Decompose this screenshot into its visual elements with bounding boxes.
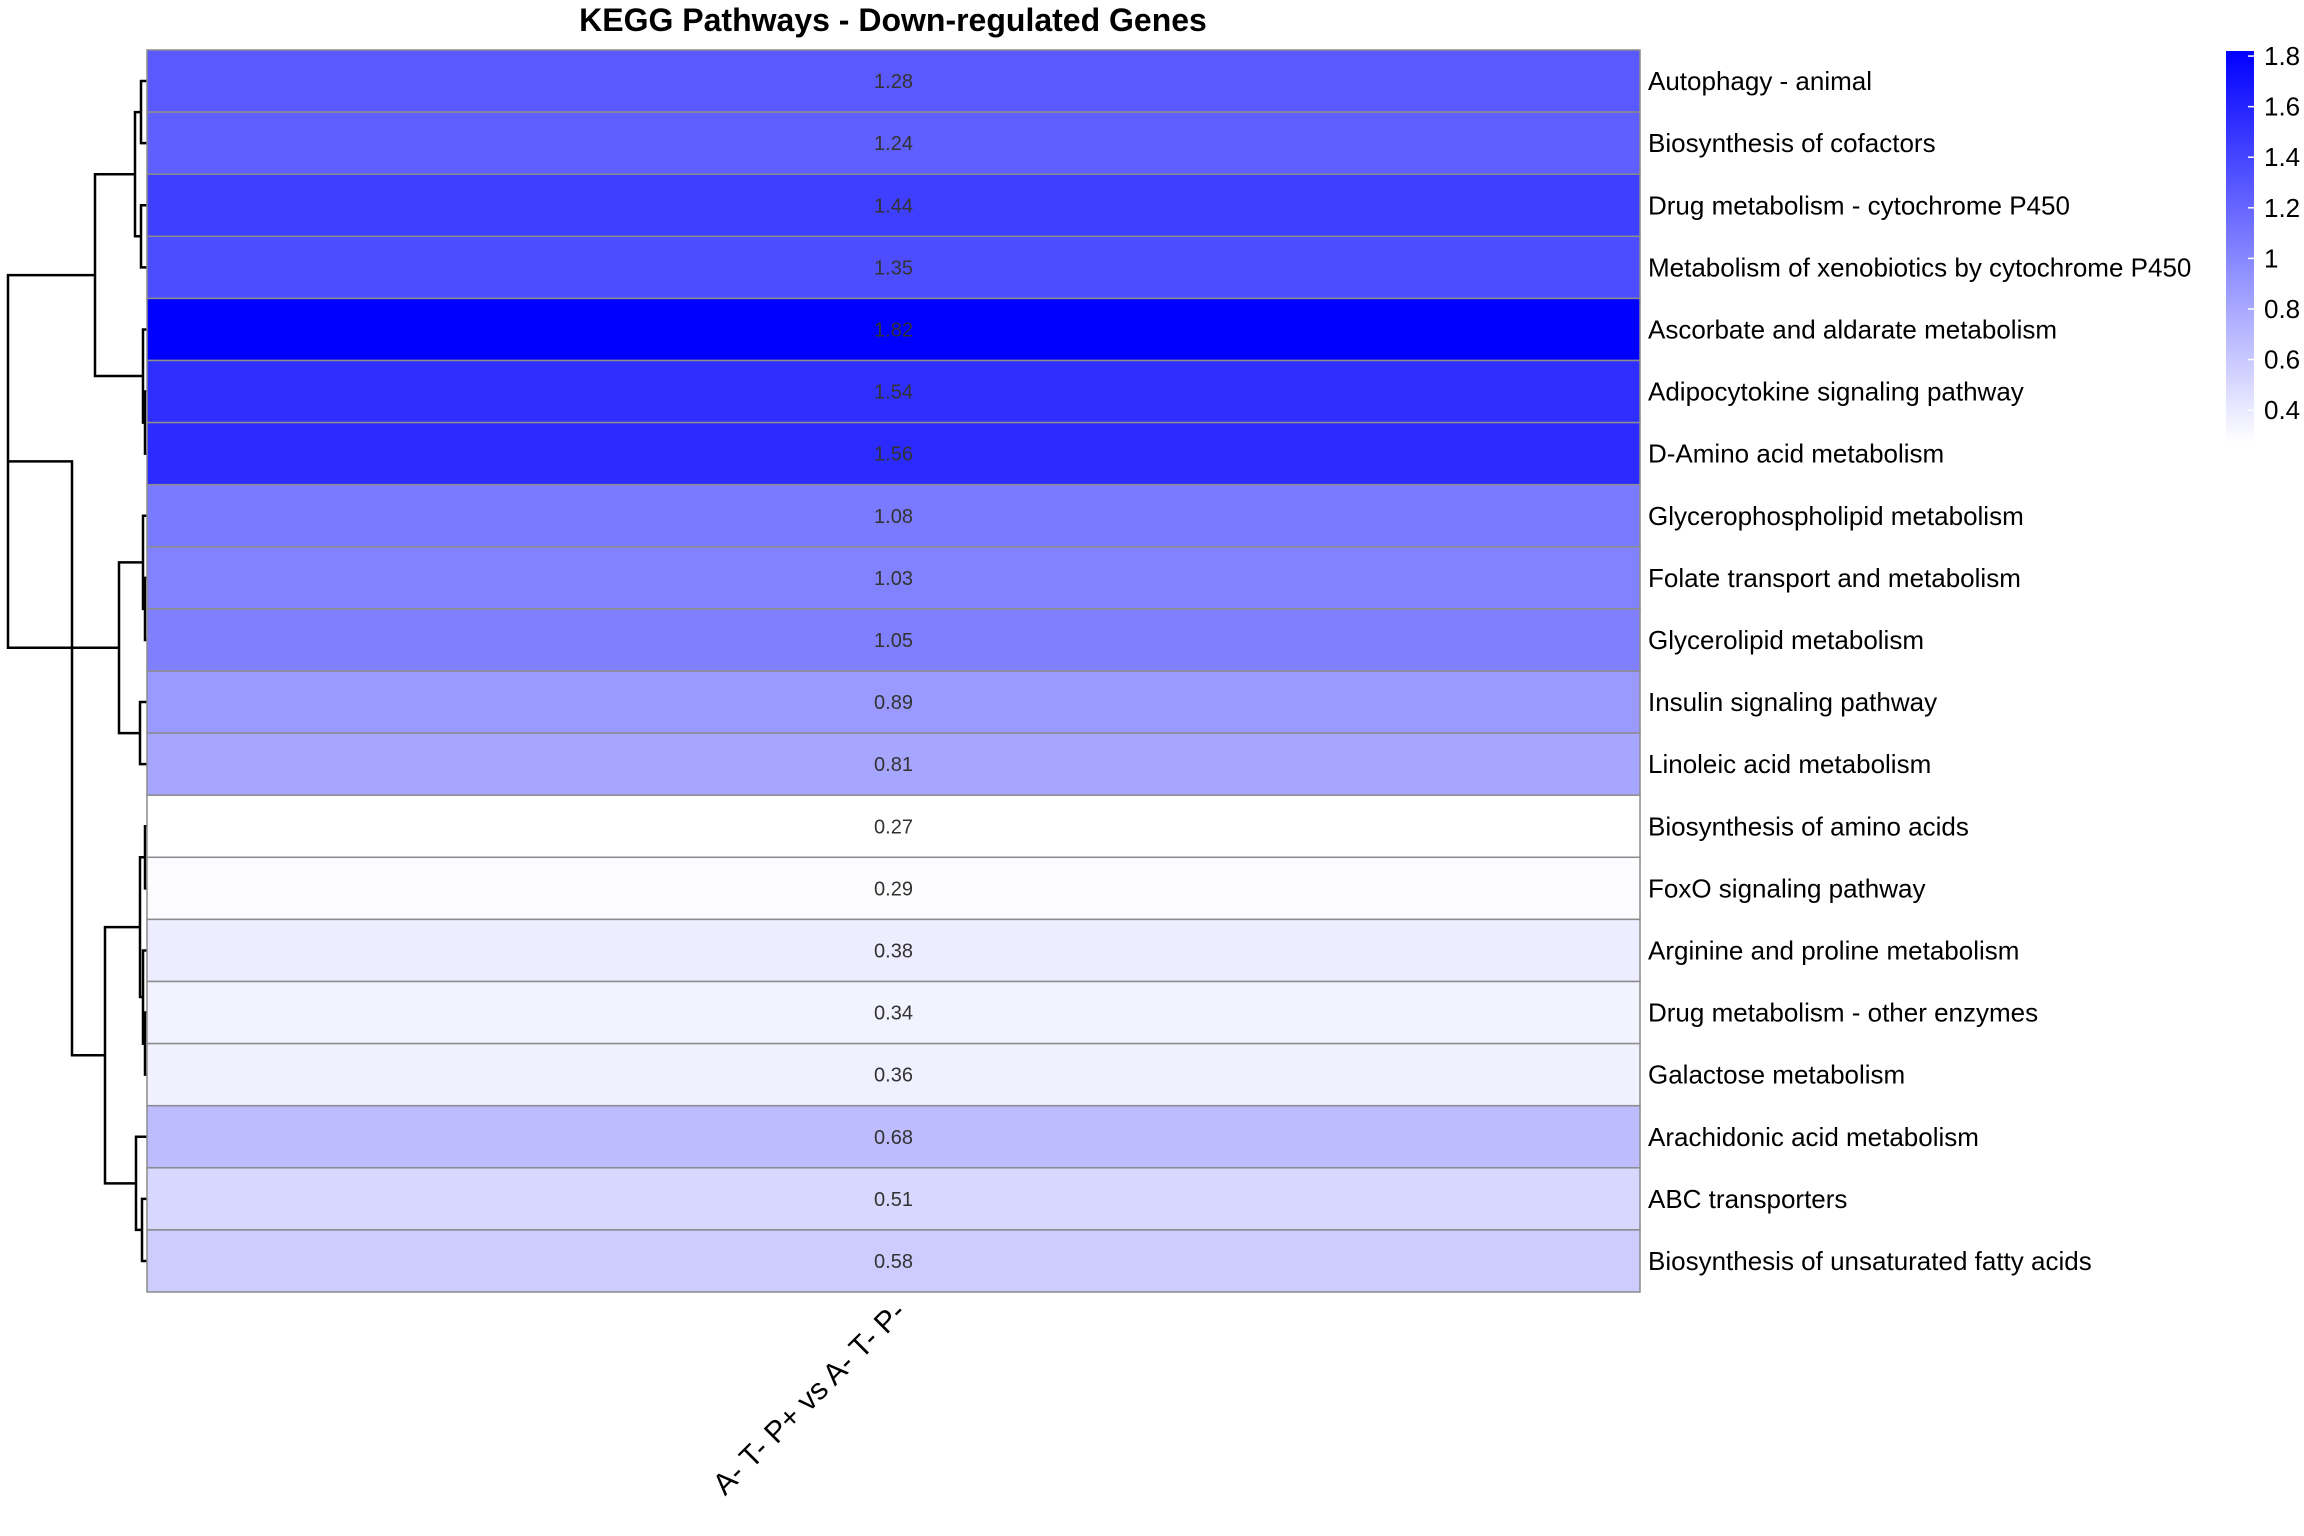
chart-title: KEGG Pathways - Down-regulated Genes <box>579 2 1207 38</box>
cell-value-label: 0.34 <box>874 1003 913 1025</box>
legend-tick-label: 1.4 <box>2264 142 2300 172</box>
cell-value-label: 0.81 <box>874 754 913 776</box>
row-label: Linoleic acid metabolism <box>1648 749 1931 779</box>
row-label: Biosynthesis of cofactors <box>1648 128 1936 158</box>
cell-value-label: 1.05 <box>874 630 913 652</box>
heatmap-cell <box>146 173 1641 238</box>
column-label: A- T- P+ vs A- T- P- <box>707 1296 913 1502</box>
heatmap-cell <box>146 421 1641 486</box>
row-label: Glycerolipid metabolism <box>1648 625 1924 655</box>
heatmap-cell <box>146 1042 1641 1107</box>
row-label: Biosynthesis of unsaturated fatty acids <box>1648 1246 2092 1276</box>
legend-tick-label: 1 <box>2264 243 2278 273</box>
color-legend: 1.8 1.6 1.4 1.2 1 0.8 0.6 0.4 <box>2226 41 2300 443</box>
cell-value-label: 0.89 <box>874 692 913 714</box>
dendrogram-branch <box>8 460 105 1057</box>
row-labels: Autophagy - animal Biosynthesis of cofact… <box>1648 66 2191 1276</box>
legend-tick-label: 1.2 <box>2264 193 2300 223</box>
row-label: FoxO signaling pathway <box>1648 873 1925 903</box>
row-label: D-Amino acid metabolism <box>1648 439 1944 469</box>
cell-value-label: 0.27 <box>874 816 913 838</box>
cell-value-label: 1.82 <box>874 319 913 341</box>
cell-value-label: 0.29 <box>874 878 913 900</box>
row-label: ABC transporters <box>1648 1184 1847 1214</box>
legend-tick-label: 1.8 <box>2264 41 2300 71</box>
heatmap-cell <box>146 608 1641 672</box>
legend-tick-label: 1.6 <box>2264 92 2300 122</box>
cell-value-label: 1.44 <box>874 195 913 217</box>
row-label: Adipocytokine signaling pathway <box>1648 377 2024 407</box>
heatmap-cell <box>146 670 1641 734</box>
row-label: Glycerophospholipid metabolism <box>1648 501 2024 531</box>
heatmap-cell <box>146 732 1641 796</box>
heatmap-cell <box>146 49 1641 113</box>
row-label: Ascorbate and aldarate metabolism <box>1648 314 2057 344</box>
heatmap-cell <box>146 235 1641 300</box>
heatmap-cell <box>146 856 1641 921</box>
row-label: Folate transport and metabolism <box>1648 563 2021 593</box>
heatmap-cell <box>146 1167 1641 1231</box>
legend-color-bar <box>2226 51 2254 443</box>
cell-value-label: 1.03 <box>874 568 913 590</box>
legend-tick-label: 0.6 <box>2264 345 2300 375</box>
legend-tick-label: 0.4 <box>2264 395 2300 425</box>
cell-value-label: 1.54 <box>874 382 913 404</box>
row-label: Arachidonic acid metabolism <box>1648 1122 1979 1152</box>
heatmap-cell <box>146 1104 1641 1169</box>
heatmap-cell <box>146 794 1641 859</box>
heatmap-cell <box>146 546 1641 610</box>
heatmap-cell <box>146 111 1641 175</box>
column-labels: A- T- P+ vs A- T- P- <box>707 1296 913 1502</box>
dendrogram-branch <box>138 700 147 766</box>
heatmap-cell <box>146 483 1641 548</box>
cell-value-label: 0.58 <box>874 1251 913 1273</box>
row-label: Drug metabolism - cytochrome P450 <box>1648 190 2070 220</box>
heatmap-cells: 1.28 1.24 1.44 1.35 1.82 1.54 1.56 1.08 1.03 1.05… <box>146 49 1641 1293</box>
row-label: Arginine and proline metabolism <box>1648 935 2019 965</box>
row-label: Insulin signaling pathway <box>1648 687 1937 717</box>
dendrogram-branch <box>139 79 147 145</box>
cell-value-label: 1.35 <box>874 257 913 279</box>
row-label: Autophagy - animal <box>1648 66 1872 96</box>
dendrogram-branch <box>139 204 147 269</box>
heatmap-cell <box>146 1229 1641 1293</box>
row-label: Biosynthesis of amino acids <box>1648 811 1969 841</box>
row-label: Drug metabolism - other enzymes <box>1648 998 2038 1028</box>
row-label: Galactose metabolism <box>1648 1060 1905 1090</box>
cell-value-label: 0.68 <box>874 1127 913 1149</box>
cell-value-label: 0.51 <box>874 1189 913 1211</box>
cell-value-label: 1.24 <box>874 133 913 155</box>
row-dendrogram <box>6 79 147 1263</box>
cell-value-label: 0.36 <box>874 1065 913 1087</box>
row-label: Metabolism of xenobiotics by cytochrome … <box>1648 252 2191 282</box>
cell-value-label: 1.08 <box>874 506 913 528</box>
cell-value-label: 1.28 <box>874 71 913 93</box>
cell-value-label: 0.38 <box>874 940 913 962</box>
cell-value-label: 1.56 <box>874 444 913 466</box>
legend-tick-label: 0.8 <box>2264 294 2300 324</box>
heatmap-cell <box>146 918 1641 983</box>
